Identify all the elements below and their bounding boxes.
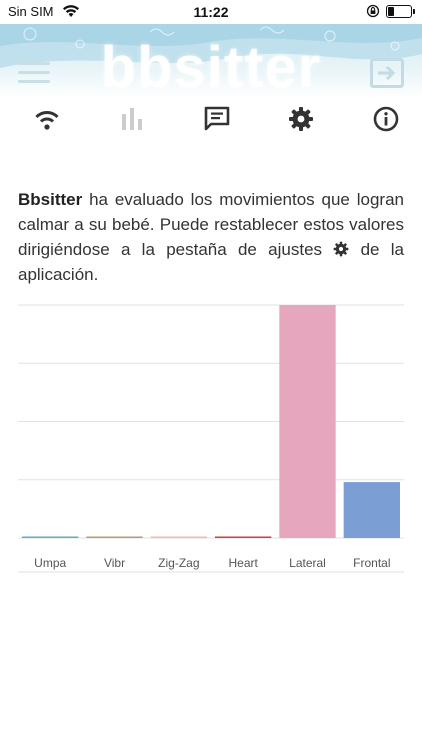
tab-messages[interactable] xyxy=(197,100,237,138)
tab-bar xyxy=(0,100,422,138)
chart-tick-label: Umpa xyxy=(34,556,66,570)
brand-name: Bbsitter xyxy=(18,190,83,209)
bar-chart-icon xyxy=(122,108,142,130)
status-bar: Sin SIM 11:22 xyxy=(0,0,422,24)
tab-wifi[interactable] xyxy=(27,100,67,138)
chart-bar-umpa xyxy=(22,536,79,538)
chart-tick-label: Frontal xyxy=(353,556,390,570)
description-text-1: ha evaluado los movimientos que logran c… xyxy=(18,190,404,259)
battery-icon xyxy=(386,5,415,18)
header-banner: bbsitter xyxy=(0,24,422,98)
wifi-status-icon xyxy=(62,4,80,23)
chart-tick-label: Vibr xyxy=(104,556,125,570)
chart-bar-vibr xyxy=(86,536,143,538)
chart-bar-zig-zag xyxy=(150,536,207,538)
tab-info[interactable] xyxy=(366,100,406,138)
hamburger-icon[interactable] xyxy=(18,62,50,84)
settings-gear-icon xyxy=(333,241,349,257)
movement-chart: Umpa Vibr Zig-Zag Heart Lateral Frontal xyxy=(18,304,404,573)
banner-background xyxy=(0,24,422,68)
tab-settings[interactable] xyxy=(281,100,321,138)
clock: 11:22 xyxy=(193,4,229,20)
chart-tick-label: Heart xyxy=(228,556,258,570)
orientation-lock-icon xyxy=(366,4,380,23)
chart-bar-heart xyxy=(215,536,272,538)
info-icon xyxy=(373,106,399,132)
wifi-icon xyxy=(35,111,59,130)
carrier-label: Sin SIM xyxy=(8,4,54,19)
chart-tick-label: Zig-Zag xyxy=(158,556,199,570)
battery-level xyxy=(388,7,394,16)
chat-icon xyxy=(204,106,230,131)
exit-icon[interactable] xyxy=(370,58,404,93)
tab-statistics[interactable] xyxy=(112,100,152,138)
gear-icon xyxy=(289,107,313,131)
app-logo: bbsitter xyxy=(100,35,322,98)
evaluation-description: Bbsitter ha evaluado los movimientos que… xyxy=(18,187,404,287)
chart-bar-lateral xyxy=(279,305,336,538)
chart-tick-label: Lateral xyxy=(289,556,326,570)
chart-bar-frontal xyxy=(343,482,400,538)
description-text-2: de la aplicación. xyxy=(18,240,404,284)
